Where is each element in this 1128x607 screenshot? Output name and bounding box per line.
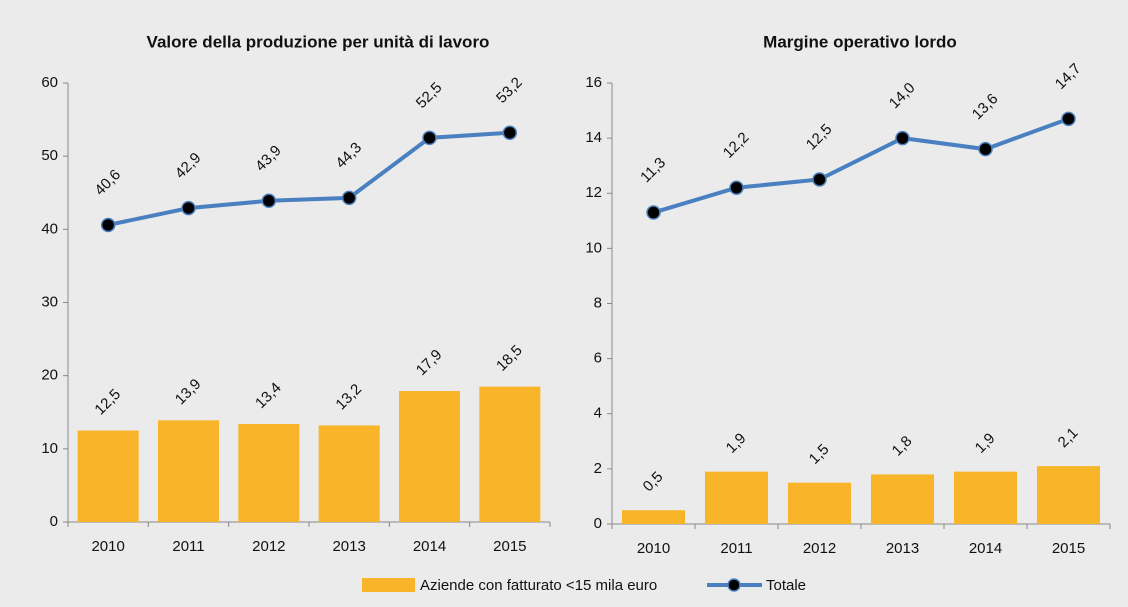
y-tick-label: 4 — [594, 405, 602, 422]
marker — [895, 130, 910, 146]
data-label: 42,9 — [172, 149, 205, 182]
data-label: 13,9 — [172, 376, 205, 409]
data-label: 44,3 — [332, 139, 365, 172]
chart-title: Margine operativo lordo — [763, 32, 957, 51]
marker — [181, 200, 196, 216]
legend-marker — [727, 578, 741, 592]
bar — [621, 510, 686, 524]
data-label: 12,5 — [91, 386, 124, 419]
marker — [341, 190, 357, 206]
marker — [729, 180, 744, 195]
y-tick-label: 60 — [41, 74, 58, 91]
bar — [870, 474, 935, 524]
data-label: 17,9 — [413, 346, 446, 379]
bar — [704, 471, 769, 524]
data-label: 14,0 — [886, 79, 919, 112]
y-tick-label: 0 — [594, 515, 602, 532]
y-tick-label: 10 — [41, 440, 58, 457]
legend-swatch — [362, 578, 415, 592]
x-tick-label: 2013 — [886, 540, 919, 557]
x-tick-label: 2011 — [720, 540, 752, 557]
data-label: 1,9 — [972, 430, 999, 457]
data-label: 52,5 — [413, 79, 446, 112]
y-tick-label: 12 — [585, 184, 602, 201]
bar — [398, 391, 461, 522]
x-tick-label: 2013 — [332, 538, 365, 555]
data-label: 12,5 — [803, 121, 836, 154]
marker — [261, 193, 277, 209]
line — [107, 130, 510, 227]
marker — [978, 141, 993, 157]
chart-title: Valore della produzione per unità di lav… — [147, 32, 490, 51]
marker — [502, 125, 518, 141]
data-label: 13,2 — [332, 381, 365, 414]
marker — [812, 172, 827, 187]
line — [652, 116, 1070, 215]
y-tick-label: 6 — [594, 350, 602, 367]
data-label: 11,3 — [637, 154, 669, 186]
data-label: 53,2 — [493, 74, 526, 107]
data-label: 13,6 — [969, 90, 1002, 123]
y-tick-label: 8 — [594, 294, 602, 311]
legend-label: Aziende con fatturato <15 mila euro — [420, 577, 657, 594]
bar — [953, 471, 1018, 524]
y-tick-label: 50 — [41, 147, 58, 164]
bar — [318, 425, 380, 522]
x-tick-label: 2011 — [172, 538, 204, 555]
legend-label: Totale — [766, 577, 806, 594]
bar — [157, 420, 220, 522]
bar — [77, 430, 139, 522]
marker — [1061, 111, 1076, 127]
data-label: 40,6 — [91, 166, 124, 199]
x-tick-label: 2010 — [637, 540, 670, 557]
bar — [1036, 466, 1101, 524]
y-tick-label: 0 — [50, 513, 58, 530]
data-label: 2,1 — [1055, 424, 1082, 451]
marker — [646, 205, 661, 220]
x-tick-label: 2012 — [252, 538, 285, 555]
marker — [422, 130, 437, 146]
data-label: 14,7 — [1052, 60, 1085, 93]
data-label: 12,2 — [720, 129, 753, 162]
data-label: 18,5 — [493, 342, 526, 375]
data-label: 1,8 — [889, 433, 916, 460]
bar — [238, 423, 300, 522]
y-tick-label: 40 — [41, 220, 58, 237]
y-tick-label: 14 — [585, 129, 602, 146]
data-label: 13,4 — [252, 379, 285, 412]
data-label: 1,5 — [806, 441, 833, 468]
x-tick-label: 2010 — [91, 538, 124, 555]
y-tick-label: 30 — [41, 293, 58, 310]
bar — [479, 386, 541, 522]
data-label: 1,9 — [723, 430, 750, 457]
data-label: 0,5 — [640, 468, 667, 495]
y-tick-label: 2 — [594, 460, 602, 477]
x-tick-label: 2014 — [413, 538, 446, 555]
x-tick-label: 2015 — [1052, 540, 1085, 557]
data-label: 43,9 — [252, 142, 285, 175]
x-tick-label: 2015 — [493, 538, 526, 555]
bar — [787, 482, 852, 524]
y-tick-label: 20 — [41, 367, 58, 384]
x-tick-label: 2012 — [803, 540, 836, 557]
x-tick-label: 2014 — [969, 540, 1002, 557]
y-tick-label: 10 — [585, 239, 602, 256]
marker — [100, 217, 116, 233]
y-tick-label: 16 — [585, 74, 602, 91]
